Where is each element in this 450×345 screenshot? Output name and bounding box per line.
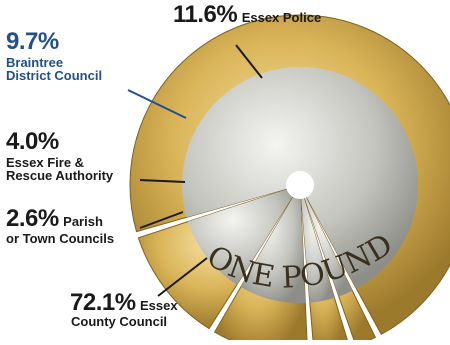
essex-police-name: Essex Police: [241, 10, 322, 25]
slice-fire-rescue: [299, 184, 350, 345]
county-council-name-line1: Essex: [140, 298, 178, 313]
leader-fire-rescue: [139, 179, 186, 183]
pie-center-hub: [286, 171, 314, 199]
fire-rescue-percent: 4.0%: [6, 128, 59, 155]
braintree-name-line2: District Council: [6, 68, 103, 83]
leader-parish: [139, 211, 184, 229]
leader-county-council: [157, 257, 208, 297]
pie-slices: [129, 14, 450, 345]
county-council-name-line2: County Council: [71, 314, 168, 329]
essex-police-percent: 11.6%: [173, 1, 238, 28]
leader-lines: [127, 44, 263, 297]
leader-braintree: [127, 89, 187, 119]
label-fire-rescue: 4.0% Essex Fire & Rescue Authority: [6, 128, 114, 183]
label-braintree: 9.7% Braintree District Council: [6, 28, 103, 83]
slice-parish-town-councils-silver-disc: [300, 185, 353, 297]
fire-rescue-name-line1: Essex Fire &: [6, 155, 85, 170]
braintree-name-line1: Braintree: [6, 55, 64, 70]
label-essex-police: 11.6% Essex Police: [173, 3, 321, 27]
county-council-percent: 72.1%: [70, 289, 136, 316]
label-county-council: 72.1% Essex County Council: [70, 289, 178, 329]
leader-essex-police: [235, 44, 263, 79]
parish-percent: 2.6%: [6, 205, 59, 232]
slice-braintree-district-council-silver-disc: [240, 185, 306, 303]
parish-name-line2: or Town Councils: [6, 231, 115, 246]
fire-rescue-name-line2: Rescue Authority: [6, 168, 114, 183]
label-parish: 2.6% Parish or Town Councils: [6, 205, 115, 246]
slice-fire-rescue-silver-disc: [300, 185, 335, 303]
slice-essex-police-silver-disc: [187, 185, 300, 285]
slice-braintree-district-council: [213, 183, 308, 345]
braintree-percent: 9.7%: [6, 28, 59, 55]
parish-name-line1: Parish: [63, 214, 103, 229]
